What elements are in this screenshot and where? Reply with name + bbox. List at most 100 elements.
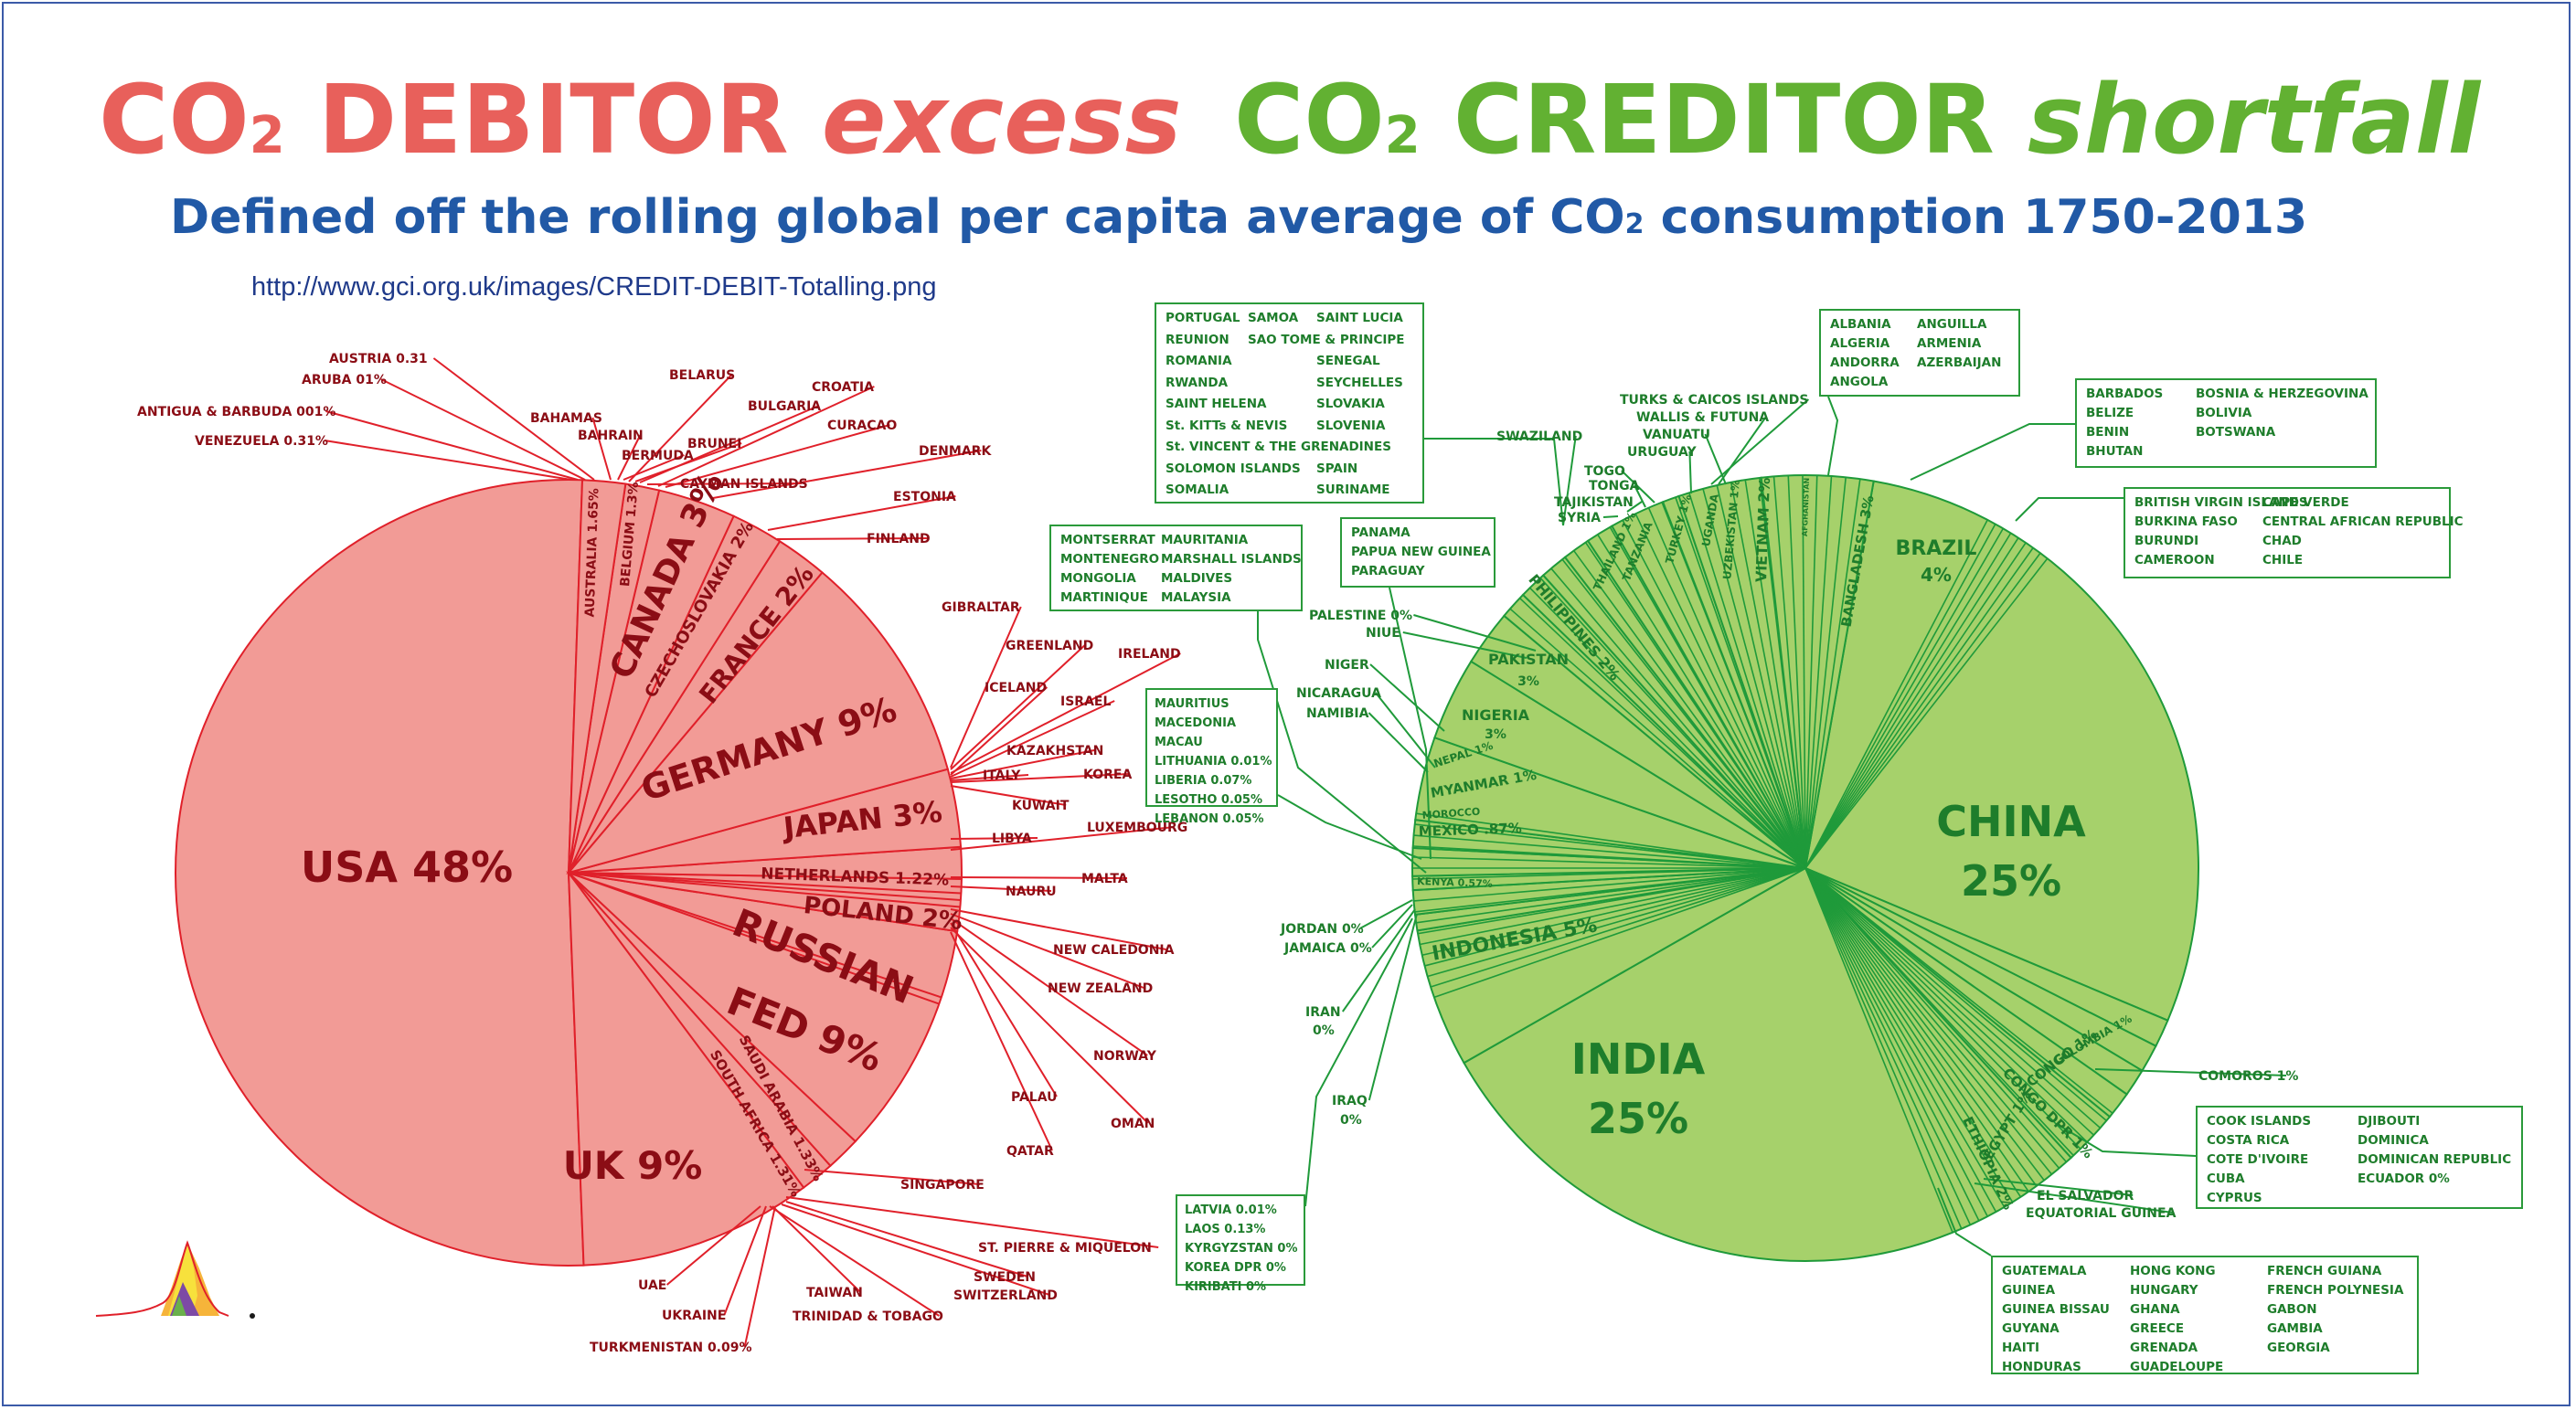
- credit-sliver-top-24: [1539, 577, 1806, 869]
- callout-venezuela: VENEZUELA 0.31%: [195, 434, 328, 449]
- list-item: SLOVAKIA: [1316, 397, 1385, 411]
- title-debit-word: DEBITOR: [284, 64, 822, 175]
- box-connector-9: [1937, 1187, 1992, 1256]
- callout-line-jordan: [1359, 899, 1413, 929]
- callout-israel: ISRAEL: [1060, 694, 1111, 709]
- list-pacific: PORTUGAL REUNION ROMANIA RWANDA SAINT HELENA…: [1155, 302, 1424, 504]
- list-item: HONG KONG: [2130, 1264, 2216, 1278]
- callout-line-comoros: [2094, 1068, 2287, 1076]
- list-item: MONGOLIA: [1060, 571, 1136, 586]
- credit-sliver-bottom-4: [1804, 867, 1988, 1217]
- callout-line-taiwan: [772, 1205, 861, 1293]
- credit-sliver-bottom-15: [1804, 867, 2074, 1157]
- callout-line-korea: [950, 773, 1130, 783]
- callout-gibraltar: GIBRALTAR: [942, 600, 1020, 615]
- callout-korea: KOREA: [1083, 768, 1132, 782]
- callout-kuwait: KUWAIT: [1012, 799, 1070, 813]
- credit-sliver-bottom-21: [1804, 867, 2113, 1114]
- debit-slice-australia-1-65: [568, 479, 627, 874]
- list-item: HONDURAS: [2002, 1360, 2081, 1374]
- callout-jordan: JORDAN 0%: [1280, 922, 1364, 937]
- callout-line-palestine: [1413, 614, 1537, 652]
- credit-sliver-bottom-19: [1804, 867, 2102, 1129]
- callout-denmark: DENMARK: [919, 444, 992, 459]
- label-brazil-2: 4%: [1921, 564, 1952, 586]
- callout-line-gibraltar: [950, 606, 1022, 769]
- callout-italy: ITALY: [983, 769, 1021, 783]
- credit-sliver-right-5: [1804, 532, 2012, 869]
- callout-line-iran_1: [1341, 908, 1416, 1012]
- list-item: LESOTHO 0.05%: [1155, 793, 1263, 807]
- callout-vanuatu: VANUATU: [1643, 428, 1710, 442]
- credit-sliver-top-14: [1661, 502, 1806, 869]
- list-item: BRITISH VIRGIN ISLANDS: [2134, 495, 2308, 510]
- callout-belarus: BELARUS: [669, 368, 735, 383]
- list-item: LEBANON 0.05%: [1155, 812, 1264, 826]
- callout-uae: UAE: [638, 1278, 666, 1293]
- callout-line-uruguay: [1688, 451, 1692, 494]
- list-item: CHAD: [2262, 534, 2302, 548]
- list-item: RWANDA: [1166, 375, 1229, 390]
- title-debit-subscript: 2: [249, 106, 285, 165]
- credit-sliver-bottom-9: [1804, 867, 2029, 1193]
- credit-sliver-bottom-1: [1804, 867, 1963, 1229]
- callout-sweden: SWEDEN: [974, 1270, 1036, 1285]
- list-item: SAMOA: [1248, 311, 1299, 325]
- debit-slice-usa-48: [175, 479, 585, 1267]
- callout-malta: MALTA: [1081, 872, 1128, 886]
- callout-line-iceland: [950, 686, 1048, 776]
- list-item: BURKINA FASO: [2134, 514, 2238, 529]
- callout-ukraine: UKRAINE: [662, 1309, 726, 1323]
- list-item: LITHUANIA 0.01%: [1155, 755, 1272, 769]
- callout-norway: NORWAY: [1093, 1049, 1157, 1064]
- list-item: BELIZE: [2086, 406, 2134, 420]
- callout-oman: OMAN: [1111, 1117, 1155, 1131]
- debit-pie-chart: [175, 479, 963, 1267]
- list-item: MARSHALL ISLANDS: [1161, 552, 1302, 567]
- credit-sliver-left-4: [1412, 856, 1806, 869]
- box-connector-2: [1910, 423, 2075, 481]
- credit-sliver-bottom-17: [1804, 867, 2088, 1143]
- list-item: MALAYSIA: [1161, 590, 1231, 605]
- credit-sliver-top-19: [1597, 534, 1806, 869]
- box-connector-5: [1389, 587, 1432, 860]
- credit-sliver-bottom-6: [1804, 867, 2006, 1208]
- debit-sliver-4: [568, 872, 962, 895]
- list-item: CHILE: [2262, 553, 2304, 567]
- list-item: GAMBIA: [2267, 1321, 2323, 1336]
- callout-line-st_pierre: [785, 1196, 1159, 1248]
- subtitle: Defined off the rolling global per capit…: [170, 190, 2307, 245]
- list-item: GUATEMALA: [2002, 1264, 2087, 1278]
- credit-callout-lines: [1257, 396, 2287, 1256]
- callout-iran_2: 0%: [1313, 1023, 1335, 1038]
- callout-line-palau: [950, 922, 1058, 1097]
- label-nigeria-1: NIGERIA: [1462, 706, 1530, 724]
- list-item: ANGOLA: [1830, 375, 1889, 389]
- credit-sliver-left-3: [1412, 845, 1806, 869]
- list-item: GUADELOUPE: [2130, 1360, 2224, 1374]
- list-item: LATVIA 0.01%: [1185, 1203, 1277, 1217]
- credit-sliver-right-8: [1804, 519, 1988, 869]
- credit-sliver-bottom-3: [1804, 867, 1980, 1222]
- box-connector-7: [1304, 917, 1413, 1207]
- list-item: BOLIVIA: [2196, 406, 2252, 420]
- list-item: MALDIVES: [1161, 571, 1233, 586]
- label-india-2: 25%: [1588, 1094, 1688, 1143]
- callout-niue: NIUE: [1366, 626, 1400, 641]
- list-item: MONTENEGRO: [1060, 552, 1160, 567]
- credit-sliver-left-16: [1430, 867, 1806, 988]
- list-panama: PANAMA PAPUA NEW GUINEA PARAGUAY: [1340, 517, 1496, 588]
- callout-comoros: COMOROS 1%: [2198, 1069, 2298, 1084]
- credit-sliver-right-2: [1804, 547, 2034, 869]
- list-item: ALBANIA: [1830, 317, 1891, 332]
- list-item: St. VINCENT & THE GRENADINES: [1166, 440, 1391, 454]
- callout-ireland: IRELAND: [1118, 647, 1181, 662]
- credit-sliver-bottom-11: [1804, 867, 2045, 1182]
- credit-sliver-top-21: [1572, 550, 1806, 869]
- gci-logo: [95, 1240, 255, 1319]
- callout-brunei: BRUNEI: [687, 437, 741, 451]
- callout-iran_1: IRAN: [1305, 1005, 1341, 1020]
- list-item: SURINAME: [1316, 482, 1390, 497]
- list-item: COSTA RICA: [2207, 1133, 2290, 1148]
- source-url-link[interactable]: http://www.gci.org.uk/images/CREDIT-DEBI…: [251, 272, 937, 302]
